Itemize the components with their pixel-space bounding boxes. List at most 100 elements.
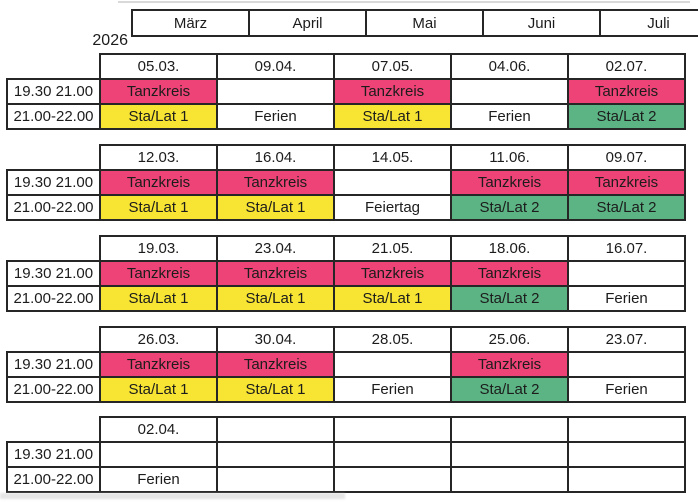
session-cell: Feiertag	[333, 194, 452, 221]
session-cell: Sta/Lat 1	[99, 194, 218, 221]
session-cell: Ferien	[450, 103, 569, 130]
date-row-spacer	[7, 236, 100, 261]
session-cell: Sta/Lat 1	[333, 103, 452, 130]
date-cell: 18.06.	[450, 235, 569, 262]
session-cell: Tanzkreis	[567, 78, 686, 105]
week-block-5: 02.04. 19.30 21.00 21.00-22.00 Ferien	[6, 416, 686, 493]
date-row-spacer	[7, 327, 100, 352]
session-cell: Tanzkreis	[99, 78, 218, 105]
session-cell: Sta/Lat 1	[99, 103, 218, 130]
date-cell: 16.04.	[216, 144, 335, 171]
session-cell: Tanzkreis	[333, 260, 452, 287]
session-cell	[450, 78, 569, 105]
late-session-row: 21.00-22.00 Sta/Lat 1 Ferien Sta/Lat 1 F…	[6, 103, 686, 130]
year-label: 2026	[92, 32, 128, 49]
date-cell: 19.03.	[99, 235, 218, 262]
session-cell	[567, 260, 686, 287]
week-block-4: 26.03. 30.04. 28.05. 25.06. 23.07. 19.30…	[6, 326, 686, 403]
time-label-early: 19.30 21.00	[6, 260, 101, 287]
time-label-early: 19.30 21.00	[6, 441, 101, 468]
session-cell	[567, 441, 686, 468]
date-cell: 05.03.	[99, 53, 218, 80]
date-row: 26.03. 30.04. 28.05. 25.06. 23.07.	[7, 326, 686, 353]
week-block-1: 05.03. 09.04. 07.05. 04.06. 02.07. 19.30…	[6, 53, 686, 130]
session-cell: Tanzkreis	[450, 169, 569, 196]
session-cell: Ferien	[333, 376, 452, 403]
month-header-row: März April Mai Juni Juli	[131, 9, 698, 37]
session-cell: Sta/Lat 1	[216, 285, 335, 312]
session-cell: Tanzkreis	[99, 169, 218, 196]
session-cell	[333, 466, 452, 493]
date-cell: 23.07.	[567, 326, 686, 353]
date-cell: 21.05.	[333, 235, 452, 262]
date-cell: 04.06.	[450, 53, 569, 80]
early-session-row: 19.30 21.00 Tanzkreis Tanzkreis Tanzkrei…	[6, 351, 686, 378]
time-label-late: 21.00-22.00	[6, 466, 101, 493]
session-cell: Sta/Lat 1	[216, 194, 335, 221]
date-row: 19.03. 23.04. 21.05. 18.06. 16.07.	[7, 235, 686, 262]
time-label-late: 21.00-22.00	[6, 285, 101, 312]
time-label-late: 21.00-22.00	[6, 103, 101, 130]
session-cell: Ferien	[99, 466, 218, 493]
month-cell-mai: Mai	[365, 9, 484, 37]
session-cell: Sta/Lat 2	[567, 103, 686, 130]
late-session-row: 21.00-22.00 Sta/Lat 1 Sta/Lat 1 Feiertag…	[6, 194, 686, 221]
session-cell: Tanzkreis	[450, 260, 569, 287]
early-session-row: 19.30 21.00	[6, 441, 686, 468]
date-cell: 09.07.	[567, 144, 686, 171]
time-label-early: 19.30 21.00	[6, 169, 101, 196]
early-session-row: 19.30 21.00 Tanzkreis Tanzkreis Tanzkrei…	[6, 78, 686, 105]
date-row: 12.03. 16.04. 14.05. 11.06. 09.07.	[7, 144, 686, 171]
date-cell: 02.07.	[567, 53, 686, 80]
date-cell: 30.04.	[216, 326, 335, 353]
session-cell	[567, 466, 686, 493]
time-label-early: 19.30 21.00	[6, 351, 101, 378]
session-cell: Sta/Lat 2	[567, 194, 686, 221]
session-cell: Tanzkreis	[216, 351, 335, 378]
week-block-3: 19.03. 23.04. 21.05. 18.06. 16.07. 19.30…	[6, 235, 686, 312]
date-cell: 11.06.	[450, 144, 569, 171]
date-cell	[216, 416, 335, 443]
date-cell: 23.04.	[216, 235, 335, 262]
session-cell: Sta/Lat 1	[216, 376, 335, 403]
date-cell: 14.05.	[333, 144, 452, 171]
date-cell: 26.03.	[99, 326, 218, 353]
date-cell: 07.05.	[333, 53, 452, 80]
date-row-spacer	[7, 145, 100, 170]
session-cell	[99, 441, 218, 468]
session-cell: Sta/Lat 1	[333, 285, 452, 312]
session-cell: Ferien	[567, 376, 686, 403]
date-cell	[450, 416, 569, 443]
early-session-row: 19.30 21.00 Tanzkreis Tanzkreis Tanzkrei…	[6, 260, 686, 287]
time-label-early: 19.30 21.00	[6, 78, 101, 105]
session-cell	[333, 169, 452, 196]
session-cell	[333, 351, 452, 378]
date-row: 05.03. 09.04. 07.05. 04.06. 02.07.	[7, 53, 686, 80]
date-row: 02.04.	[7, 416, 686, 443]
time-label-late: 21.00-22.00	[6, 194, 101, 221]
session-cell: Tanzkreis	[450, 351, 569, 378]
session-cell: Sta/Lat 2	[450, 285, 569, 312]
session-cell	[216, 441, 335, 468]
date-cell	[567, 416, 686, 443]
session-cell: Tanzkreis	[333, 78, 452, 105]
month-cell-juli: Juli	[599, 9, 698, 37]
week-block-2: 12.03. 16.04. 14.05. 11.06. 09.07. 19.30…	[6, 144, 686, 221]
session-cell: Tanzkreis	[216, 260, 335, 287]
session-cell: Tanzkreis	[99, 351, 218, 378]
session-cell	[216, 78, 335, 105]
session-cell	[333, 441, 452, 468]
date-cell: 28.05.	[333, 326, 452, 353]
session-cell: Tanzkreis	[567, 169, 686, 196]
late-session-row: 21.00-22.00 Ferien	[6, 466, 686, 493]
month-cell-april: April	[248, 9, 367, 37]
date-cell: 12.03.	[99, 144, 218, 171]
date-row-spacer	[7, 417, 100, 442]
date-cell: 16.07.	[567, 235, 686, 262]
session-cell: Tanzkreis	[216, 169, 335, 196]
date-cell	[333, 416, 452, 443]
session-cell	[450, 466, 569, 493]
date-row-spacer	[7, 54, 100, 79]
month-cell-maerz: März	[131, 9, 250, 37]
